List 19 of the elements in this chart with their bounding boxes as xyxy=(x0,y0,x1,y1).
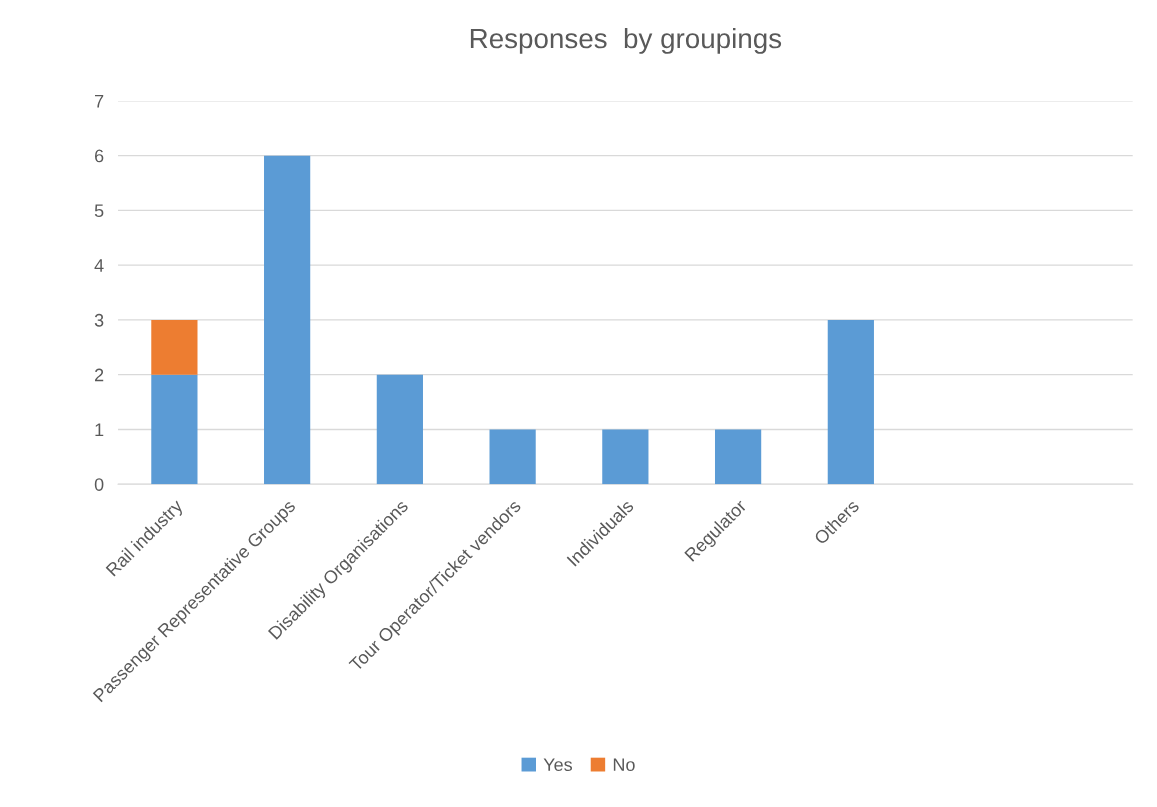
bar xyxy=(489,429,536,485)
legend-label: Yes xyxy=(543,758,573,772)
y-tick-label: 1 xyxy=(95,423,104,436)
bar xyxy=(264,155,311,485)
y-tick-label: 4 xyxy=(94,259,104,272)
y-tick-label: 7 xyxy=(95,95,104,108)
bar xyxy=(151,374,198,485)
bar xyxy=(714,429,762,485)
bar xyxy=(151,319,198,375)
bar xyxy=(376,374,423,485)
legend-label: No xyxy=(613,758,635,772)
y-tick-label: 0 xyxy=(94,478,104,491)
bar xyxy=(827,319,874,485)
y-tick-label: 5 xyxy=(94,204,104,218)
chart-title: Responses by groupings xyxy=(470,27,782,54)
y-tick-label: 6 xyxy=(95,149,104,163)
y-tick-label: 2 xyxy=(94,368,104,382)
y-tick-label: 3 xyxy=(94,313,104,327)
bar xyxy=(602,429,649,485)
